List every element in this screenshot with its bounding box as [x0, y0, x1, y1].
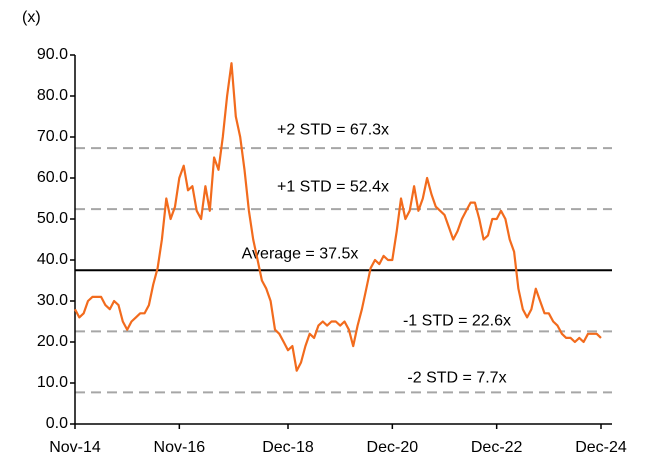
reference-label: Average = 37.5x — [242, 245, 359, 262]
reference-label: +1 STD = 52.4x — [277, 178, 389, 195]
reference-label: +2 STD = 67.3x — [277, 121, 389, 138]
x-tick-label: Nov-16 — [154, 439, 206, 456]
data-line — [74, 62, 602, 372]
reference-label: -2 STD = 7.7x — [407, 370, 506, 387]
x-tick-label: Dec-20 — [367, 439, 419, 456]
y-tick-label: 50.0 — [37, 210, 68, 227]
y-tick-label: 30.0 — [37, 292, 68, 309]
y-tick-label: 0.0 — [46, 415, 68, 432]
y-axis-label: (x) — [22, 9, 41, 26]
x-tick-label: Dec-18 — [262, 439, 314, 456]
x-tick-label: Dec-22 — [471, 439, 523, 456]
y-tick-label: 40.0 — [37, 251, 68, 268]
reference-label: -1 STD = 22.6x — [403, 313, 511, 330]
y-tick-label: 90.0 — [37, 46, 68, 63]
y-tick-label: 10.0 — [37, 374, 68, 391]
y-tick-label: 60.0 — [37, 169, 68, 186]
x-tick-label: Nov-14 — [49, 439, 101, 456]
y-tick-label: 70.0 — [37, 128, 68, 145]
y-tick-label: 20.0 — [37, 333, 68, 350]
x-tick-label: Dec-24 — [575, 439, 627, 456]
y-tick-label: 80.0 — [37, 87, 68, 104]
